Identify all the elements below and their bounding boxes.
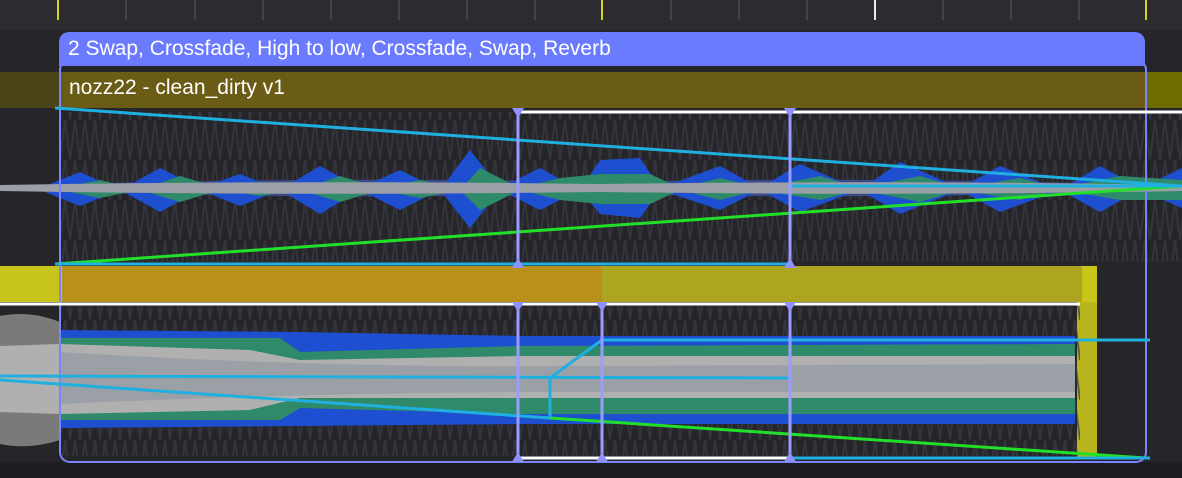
track2-band-mid: [602, 266, 1082, 302]
ruler-ticks: [57, 0, 1147, 20]
bottom-strip: [0, 462, 1182, 478]
clip-title: 2 Swap, Crossfade, High to low, Crossfad…: [68, 37, 611, 60]
track1-automation: [54, 106, 1182, 266]
track2-waveform: [0, 314, 1075, 447]
track1-name: nozz22 - clean_dirty v1: [69, 76, 285, 99]
region-markers: [516, 112, 792, 458]
track1-band-right: [1145, 72, 1182, 108]
clip-header[interactable]: 2 Swap, Crossfade, High to low, Crossfad…: [59, 32, 1145, 66]
track2-band-selected: [62, 266, 602, 302]
track1-name-bar[interactable]: nozz22 - clean_dirty v1: [60, 72, 1145, 108]
track2-automation: [0, 338, 1150, 460]
timeline-ruler[interactable]: [0, 0, 1182, 30]
marker-triangle-icon: [512, 108, 796, 462]
